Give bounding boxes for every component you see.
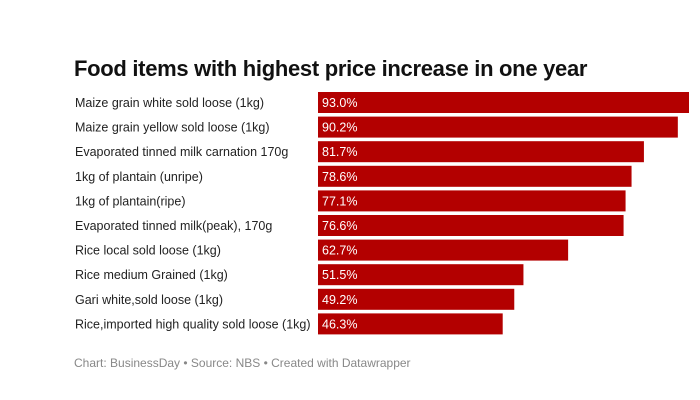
category-label: Maize grain white sold loose (1kg) [75, 96, 264, 110]
category-label: Evaporated tinned milk carnation 170g [75, 145, 288, 159]
category-label: Rice medium Grained (1kg) [75, 268, 228, 282]
category-label: 1kg of plantain (unripe) [75, 170, 203, 184]
category-label: 1kg of plantain(ripe) [75, 194, 185, 208]
bar [318, 264, 524, 286]
bar [318, 116, 678, 138]
bar [318, 313, 503, 335]
bar [318, 190, 626, 212]
category-label: Maize grain yellow sold loose (1kg) [75, 121, 270, 135]
category-label: Rice local sold loose (1kg) [75, 244, 221, 258]
bar-value-label: 90.2% [322, 121, 357, 135]
bar [318, 141, 644, 163]
bar-value-label: 49.2% [322, 293, 357, 307]
bar [318, 239, 569, 261]
bar-value-label: 46.3% [322, 317, 357, 331]
bar-value-label: 78.6% [322, 170, 357, 184]
chart-footer-credit: Chart: BusinessDay • Source: NBS • Creat… [74, 356, 411, 370]
bar [318, 288, 515, 310]
category-label: Gari white,sold loose (1kg) [75, 293, 223, 307]
bar [318, 215, 624, 236]
category-label: Evaporated tinned milk(peak), 170g [75, 219, 272, 233]
bar [318, 92, 689, 113]
bar-value-label: 77.1% [322, 194, 357, 208]
category-label: Rice,imported high quality sold loose (1… [75, 317, 311, 331]
bar-value-label: 76.6% [322, 219, 357, 233]
bar-value-label: 81.7% [322, 145, 357, 159]
bar-value-label: 62.7% [322, 244, 357, 258]
bar-value-label: 51.5% [322, 268, 357, 282]
bar [318, 165, 632, 187]
bar-value-label: 93.0% [322, 96, 357, 110]
chart-title: Food items with highest price increase i… [74, 56, 588, 81]
